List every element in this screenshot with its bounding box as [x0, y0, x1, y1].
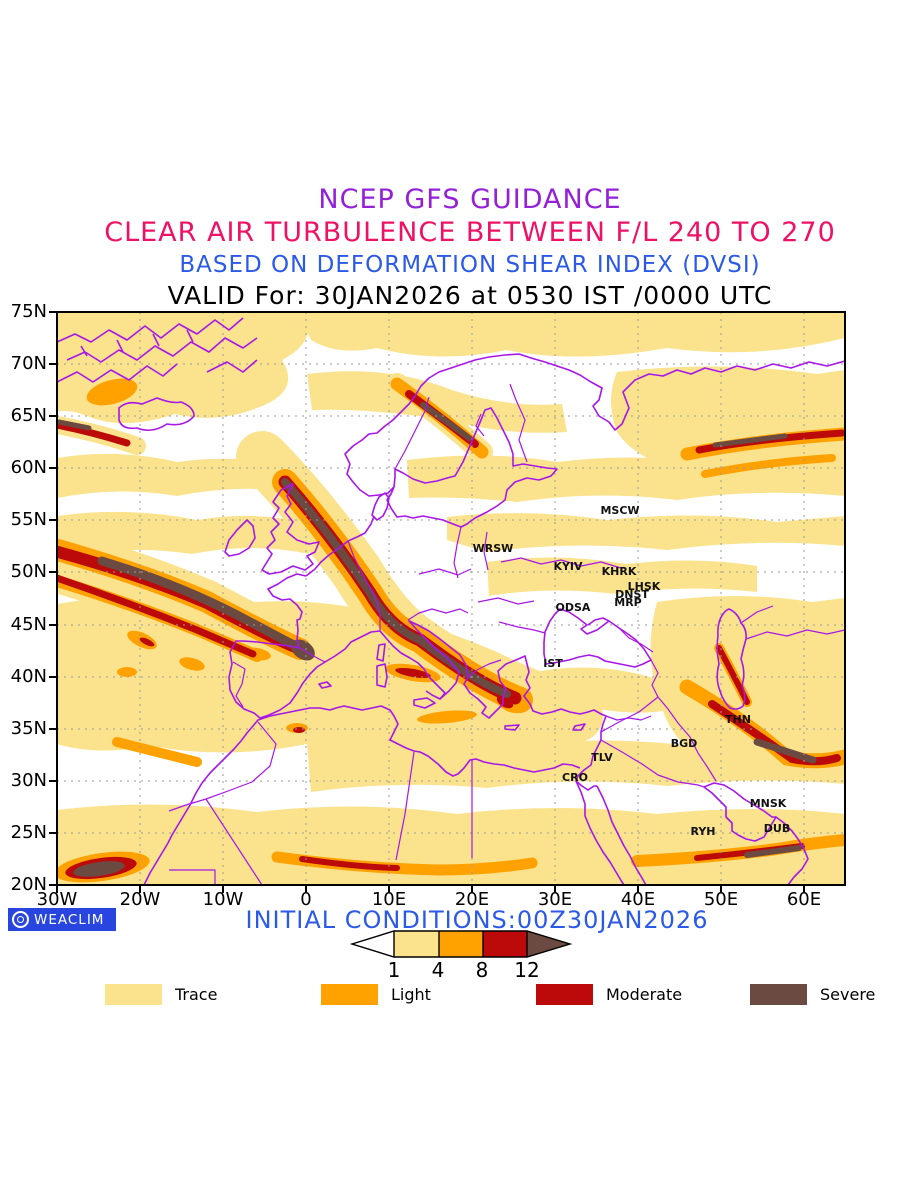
- weaclim-ring-icon: [12, 911, 29, 928]
- lat-label: 70N: [10, 353, 47, 374]
- city-label: DNST: [615, 588, 649, 601]
- lon-label: 10W: [202, 889, 244, 910]
- lon-label: 60E: [786, 889, 822, 910]
- colorbar-severe-arrow: [527, 931, 570, 957]
- city-label: MSCW: [600, 504, 639, 517]
- legend-swatch-moderate: [536, 984, 593, 1005]
- coastlines: [57, 317, 845, 885]
- lon-label: 20E: [454, 889, 490, 910]
- title-valid-time: VALID For: 30JAN2026 at 0530 IST /0000 U…: [167, 281, 773, 310]
- country-borders: [168, 383, 845, 885]
- lat-label: 75N: [10, 301, 47, 322]
- city-label: BGD: [671, 737, 698, 750]
- initial-conditions: INITIAL CONDITIONS:00Z30JAN2026: [245, 906, 709, 934]
- legend-swatch-severe: [750, 984, 807, 1005]
- colorbar-ticks: 1 4 8 12: [346, 958, 578, 982]
- colorbar: [349, 930, 573, 958]
- turbulence-severe-layer: [57, 402, 817, 877]
- colorbar-light: [439, 931, 483, 957]
- colorbar-left-arrow: [352, 931, 394, 957]
- lat-label: 40N: [10, 666, 47, 687]
- lon-label: 40E: [620, 889, 656, 910]
- city-label: WRSW: [473, 542, 514, 555]
- city-label: LHSK: [628, 580, 661, 593]
- weaclim-logo: WEACLIM: [8, 908, 116, 931]
- city-label: KHRK: [602, 565, 637, 578]
- legend-label-trace: Trace: [175, 985, 218, 1004]
- lon-label: 50E: [703, 889, 739, 910]
- lat-label: 50N: [10, 561, 47, 582]
- colorbar-moderate: [483, 931, 527, 957]
- lon-label: 30E: [537, 889, 573, 910]
- legend: Trace Light Moderate Severe: [0, 984, 900, 1006]
- title-product: CLEAR AIR TURBULENCE BETWEEN F/L 240 TO …: [104, 217, 836, 248]
- city-label: RYH: [690, 825, 715, 838]
- lat-label: 35N: [10, 718, 47, 739]
- legend-swatch-trace: [105, 984, 162, 1005]
- map-frame: [56, 311, 846, 886]
- legend-label-moderate: Moderate: [606, 985, 683, 1004]
- legend-swatch-light: [321, 984, 378, 1005]
- colorbar-trace: [394, 931, 439, 957]
- axis-ticks: [49, 311, 805, 893]
- city-label: DUB: [764, 822, 790, 835]
- city-label: MNSK: [750, 797, 787, 810]
- city-label: CRO: [562, 771, 588, 784]
- weaclim-label: WEACLIM: [34, 911, 105, 928]
- lat-label: 65N: [10, 405, 47, 426]
- lat-label: 55N: [10, 509, 47, 530]
- lat-label: 25N: [10, 822, 47, 843]
- lon-label: 10E: [371, 889, 407, 910]
- city-label: ODSA: [556, 601, 591, 614]
- lon-label: 20W: [119, 889, 161, 910]
- colorbar-tick: 8: [475, 958, 489, 982]
- colorbar-tick: 4: [431, 958, 445, 982]
- legend-label-light: Light: [391, 985, 431, 1004]
- title-method: BASED ON DEFORMATION SHEAR INDEX (DVSI): [179, 252, 761, 278]
- city-label: THN: [725, 713, 751, 726]
- lat-label: 45N: [10, 614, 47, 635]
- turbulence-map: MSCW WRSW KYIV KHRK LHSK DNST MRP ODSA I…: [49, 311, 846, 893]
- city-label: IST: [543, 657, 563, 670]
- colorbar-tick: 12: [514, 958, 540, 982]
- legend-label-severe: Severe: [820, 985, 876, 1004]
- city-labels: MSCW WRSW KYIV KHRK LHSK DNST MRP ODSA I…: [473, 504, 791, 838]
- lat-label: 30N: [10, 770, 47, 791]
- city-label: KYIV: [553, 560, 583, 573]
- lon-label: 30W: [36, 889, 78, 910]
- lat-label: 60N: [10, 457, 47, 478]
- city-label: TLV: [591, 751, 613, 764]
- title-model: NCEP GFS GUIDANCE: [318, 184, 622, 215]
- lon-label: 0: [300, 889, 312, 910]
- lat-label: 20N: [10, 874, 47, 895]
- city-label: MRP: [614, 596, 641, 609]
- colorbar-tick: 1: [387, 958, 401, 982]
